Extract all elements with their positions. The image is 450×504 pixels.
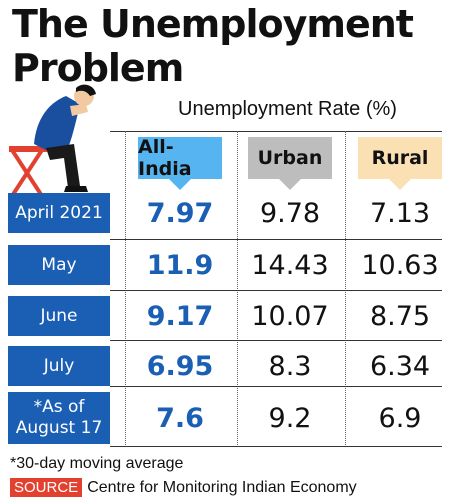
row-divider (110, 239, 442, 240)
cell-rural: 6.9 (378, 402, 422, 434)
column-header-all-india: All-India (138, 136, 222, 180)
row-divider (110, 340, 442, 341)
title-line-1: The Unemployment (12, 2, 414, 46)
row-label: *As of August 17 (8, 392, 110, 444)
source-text: Centre for Monitoring Indian Economy (87, 478, 357, 496)
cell-rural: 8.75 (369, 300, 431, 332)
row-label: May (8, 245, 110, 285)
cell-urban: 9.2 (268, 402, 312, 434)
cell-rural: 6.34 (369, 350, 431, 382)
row-divider (110, 386, 442, 387)
row-label: June (8, 296, 110, 336)
distressed-man-illustration (9, 84, 96, 198)
cell-all-india: 11.9 (146, 249, 214, 281)
cell-urban: 9.78 (259, 197, 321, 229)
source-badge: SOURCE (10, 478, 83, 497)
column-header-arrow (389, 179, 411, 190)
cell-rural: 7.13 (369, 197, 431, 229)
source-line: SOURCE Centre for Monitoring Indian Econ… (10, 478, 357, 497)
column-header-arrow (169, 179, 191, 190)
cell-urban: 8.3 (268, 350, 312, 382)
cell-all-india: 7.6 (156, 402, 204, 434)
table-bottom-rule (110, 446, 442, 447)
cell-rural: 10.63 (361, 249, 439, 281)
row-divider (110, 290, 442, 291)
title-line-2: Problem (12, 46, 184, 90)
column-header-urban: Urban (248, 137, 332, 179)
chart-subtitle: Unemployment Rate (%) (178, 98, 397, 120)
row-label: July (8, 346, 110, 386)
column-header-rural: Rural (358, 137, 442, 179)
cell-all-india: 6.95 (146, 350, 214, 382)
cell-urban: 14.43 (251, 249, 329, 281)
footnote: *30-day moving average (10, 455, 184, 472)
column-divider (237, 131, 238, 445)
chart-title: The Unemployment Problem (12, 2, 414, 90)
column-divider (345, 131, 346, 445)
cell-all-india: 7.97 (146, 197, 214, 229)
cell-all-india: 9.17 (146, 300, 214, 332)
cell-urban: 10.07 (251, 300, 329, 332)
column-header-arrow (279, 179, 301, 190)
row-label: April 2021 (8, 193, 110, 233)
header-top-rule (110, 131, 442, 132)
column-divider (125, 131, 126, 445)
